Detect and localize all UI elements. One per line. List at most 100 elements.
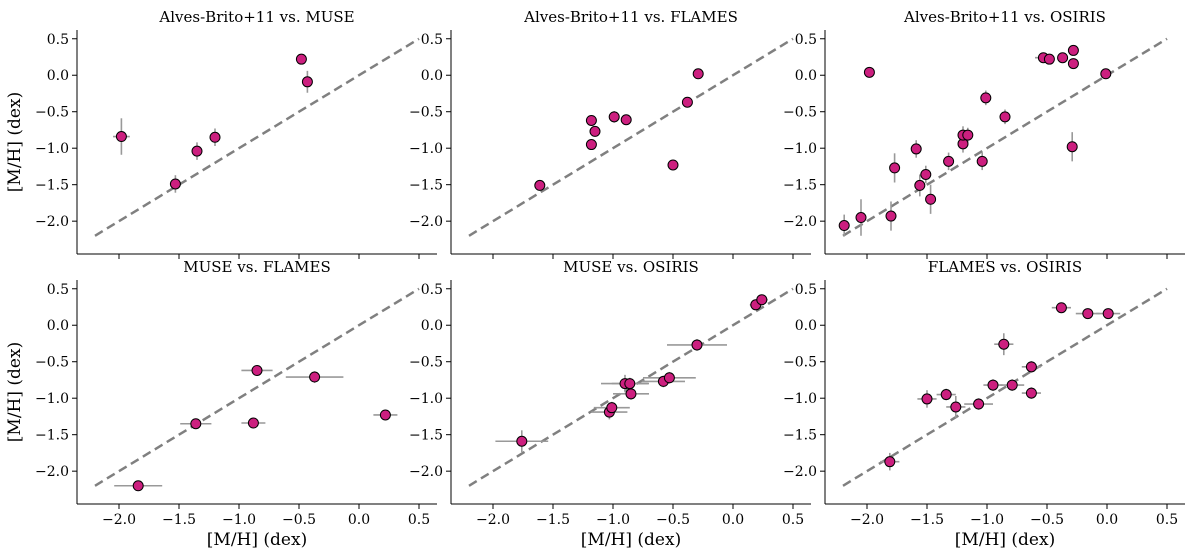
x-tick-label: −0.5 — [1030, 512, 1064, 528]
data-point — [301, 76, 313, 88]
y-tick-label: −1.0 — [783, 141, 817, 157]
data-point — [855, 212, 867, 224]
data-point — [863, 66, 875, 78]
y-tick-label: 0.0 — [795, 318, 817, 334]
data-point — [1057, 52, 1069, 64]
panel-title: Alves-Brito+11 vs. FLAMES — [523, 8, 738, 26]
panel-3: Alves-Brito+11 vs. OSIRIS 0.5 0.0 −0.5 −1.0 −… — [783, 8, 1185, 259]
data-point — [914, 179, 926, 191]
data-point — [889, 162, 901, 174]
data-point — [209, 131, 221, 143]
y-tick-label: −1.0 — [409, 141, 443, 157]
panel-title: Alves-Brito+11 vs. MUSE — [158, 8, 354, 26]
data-point — [625, 388, 637, 400]
data-point — [885, 210, 897, 222]
one-to-one-line — [94, 37, 420, 237]
y-tick-label: 0.5 — [795, 282, 817, 298]
data-point — [962, 129, 974, 141]
data-point — [132, 480, 144, 492]
y-tick-label: −2.0 — [783, 464, 817, 480]
y-tick-label: −1.5 — [783, 428, 817, 444]
x-tick-label: −1.0 — [970, 512, 1004, 528]
data-point — [606, 402, 618, 414]
y-tick-label: −0.5 — [409, 105, 443, 121]
y-tick-label: −2.0 — [409, 464, 443, 480]
y-tick-label: −1.0 — [409, 391, 443, 407]
y-tick-label: −1.0 — [35, 141, 69, 157]
y-tick-label: 0.5 — [421, 32, 443, 48]
y-tick-label: −2.0 — [35, 464, 69, 480]
data-point — [987, 379, 999, 391]
data-point — [692, 68, 704, 80]
one-to-one-line — [842, 37, 1168, 237]
panel-2: Alves-Brito+11 vs. FLAMES 0.5 0.0 −0.5 −1.0 −… — [409, 8, 811, 259]
y-tick-label: −2.0 — [35, 214, 69, 230]
data-point — [691, 339, 703, 351]
data-point — [190, 418, 202, 430]
y-tick-label: 0.0 — [47, 68, 69, 84]
data-point — [1100, 68, 1112, 80]
data-point — [1066, 141, 1078, 153]
x-tick-label: −2.0 — [476, 512, 510, 528]
x-axis-label: [M/H] (dex) — [581, 530, 681, 550]
y-tick-label: −1.5 — [409, 178, 443, 194]
data-point — [516, 435, 528, 447]
data-point — [620, 114, 632, 126]
panel-5: MUSE vs. OSIRIS 0.5 0.0 −0.5 −1.0 −1.5 −2.0 −2.… — [409, 258, 811, 550]
y-tick-label: −0.5 — [35, 105, 69, 121]
data-point — [585, 114, 597, 126]
panel-title: MUSE vs. OSIRIS — [563, 258, 699, 276]
y-tick-label: −1.0 — [35, 391, 69, 407]
y-tick-label: 0.5 — [421, 282, 443, 298]
data-point — [950, 401, 962, 413]
x-axis-label: [M/H] (dex) — [955, 530, 1055, 550]
y-tick-label: −0.5 — [35, 355, 69, 371]
data-point — [838, 220, 850, 232]
y-tick-label: 0.0 — [421, 68, 443, 84]
data-point — [1102, 308, 1114, 320]
x-tick-label: 0.5 — [782, 512, 804, 528]
data-point — [999, 111, 1011, 123]
data-point — [1025, 387, 1037, 399]
data-point — [247, 417, 259, 429]
y-tick-label: 0.5 — [47, 282, 69, 298]
x-tick-label: −1.0 — [596, 512, 630, 528]
y-tick-label: −2.0 — [409, 214, 443, 230]
panel-title: MUSE vs. FLAMES — [183, 258, 331, 276]
data-point — [973, 398, 985, 410]
x-tick-label: −1.5 — [910, 512, 944, 528]
x-tick-label: −1.5 — [536, 512, 570, 528]
data-point — [608, 111, 620, 123]
y-tick-label: −1.5 — [35, 428, 69, 444]
data-point — [585, 139, 597, 151]
panel-6: FLAMES vs. OSIRIS 0.5 0.0 −0.5 −1.0 −1.5 −2.0 −… — [783, 258, 1185, 550]
data-point — [115, 131, 127, 143]
data-point — [624, 378, 636, 390]
panel-1: Alves-Brito+11 vs. MUSE 0.5 0.0 −0.5 −1.0 −1.… — [5, 8, 437, 259]
data-point — [309, 371, 321, 383]
data-point — [1006, 379, 1018, 391]
data-point — [681, 96, 693, 108]
x-tick-label: 0.5 — [1156, 512, 1178, 528]
data-point — [1067, 44, 1079, 56]
data-point — [191, 145, 203, 157]
x-tick-label: 0.0 — [1096, 512, 1118, 528]
x-tick-label: −2.0 — [850, 512, 884, 528]
data-point — [976, 155, 988, 167]
y-tick-label: −0.5 — [783, 105, 817, 121]
data-point — [1067, 58, 1079, 70]
y-tick-label: −1.0 — [783, 391, 817, 407]
data-point — [1025, 361, 1037, 373]
x-tick-label: −1.5 — [162, 512, 196, 528]
x-tick-label: −0.5 — [282, 512, 316, 528]
data-point — [295, 53, 307, 65]
one-to-one-line — [842, 287, 1168, 487]
y-tick-label: 0.0 — [47, 318, 69, 334]
data-point — [920, 168, 932, 180]
data-point — [1055, 302, 1067, 314]
data-point — [251, 364, 263, 376]
data-point — [379, 409, 391, 421]
y-axis-label: [M/H] (dex) — [5, 92, 25, 192]
data-point — [663, 372, 675, 384]
